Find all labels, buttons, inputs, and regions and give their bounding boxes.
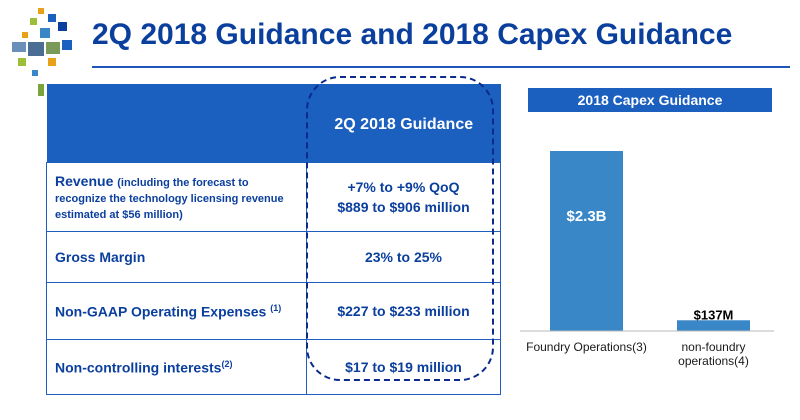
guidance-header-row: 2Q 2018 Guidance (46, 84, 501, 163)
opex-label: Non-GAAP Operating Expenses (55, 303, 267, 320)
capex-category-label: non-foundry (681, 340, 745, 354)
row-label-revenue: Revenue (including the forecast to recog… (46, 162, 307, 232)
row-label-nci: Non-controlling interests(2) (46, 339, 307, 395)
capex-value-label: $137M (694, 307, 734, 322)
title-divider (92, 66, 790, 68)
capex-bar-non-foundry (677, 320, 750, 331)
row-value-revenue: +7% to +9% QoQ $889 to $906 million (306, 162, 501, 232)
page-title: 2Q 2018 Guidance and 2018 Capex Guidance (92, 18, 733, 51)
revenue-qoq: +7% to +9% QoQ (347, 179, 460, 195)
capex-value-label: $2.3B (566, 208, 606, 225)
capex-title: 2018 Capex Guidance (528, 88, 772, 112)
table-row: Non-controlling interests(2) $17 to $19 … (46, 339, 501, 395)
opex-footnote: (1) (270, 302, 282, 313)
row-value-gross-margin: 23% to 25% (306, 231, 501, 283)
guidance-table: 2Q 2018 Guidance Revenue (including the … (46, 84, 501, 395)
revenue-range: $889 to $906 million (337, 199, 470, 215)
table-row: Gross Margin 23% to 25% (46, 231, 501, 283)
capex-category-label: Foundry Operations(3) (526, 340, 647, 354)
guidance-header-label (46, 84, 307, 163)
nci-footnote: (2) (221, 358, 233, 369)
row-label-opex: Non-GAAP Operating Expenses (1) (46, 282, 307, 340)
logo (8, 8, 78, 108)
nci-label: Non-controlling interests (55, 359, 222, 376)
capex-bar-foundry (550, 151, 623, 331)
guidance-header-value: 2Q 2018 Guidance (306, 84, 501, 163)
row-value-nci: $17 to $19 million (306, 339, 501, 395)
capex-category-label: operations(4) (678, 354, 749, 368)
revenue-label: Revenue (55, 173, 114, 189)
revenue-note: (including the forecast to recognize the… (55, 177, 284, 221)
row-label-gross-margin: Gross Margin (46, 231, 307, 283)
capex-bar-chart: $2.3B Foundry Operations(3) $137M non-found… (520, 151, 774, 368)
row-value-opex: $227 to $233 million (306, 282, 501, 340)
table-row: Non-GAAP Operating Expenses (1) $227 to … (46, 282, 501, 340)
table-row: Revenue (including the forecast to recog… (46, 162, 501, 232)
